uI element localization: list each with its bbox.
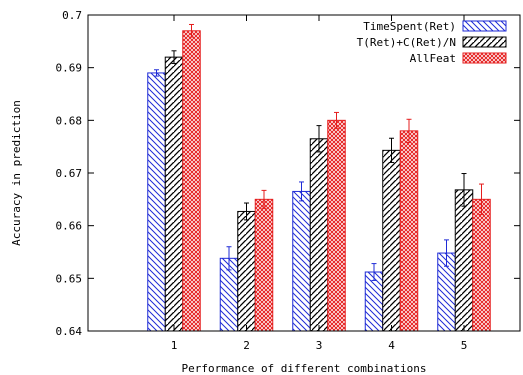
bar-1-1 xyxy=(147,72,166,332)
y-tick-label: 0.65 xyxy=(56,272,83,285)
legend-entry-1: TimeSpent(Ret) xyxy=(363,20,507,33)
bar-3-1 xyxy=(182,30,201,332)
legend-entry-3: AllFeat xyxy=(410,52,507,65)
errorbar-1-3 xyxy=(299,181,304,202)
legend-swatch xyxy=(462,20,507,32)
errorbar-1-2 xyxy=(226,246,232,271)
bar-3-4 xyxy=(399,130,419,332)
y-tick-label: 0.7 xyxy=(62,9,82,22)
errorbars-layer xyxy=(154,23,484,281)
y-tick-label: 0.67 xyxy=(56,167,83,180)
bar-2-2 xyxy=(237,210,256,332)
errorbar-1-5 xyxy=(444,239,449,267)
errorbar-2-5 xyxy=(461,173,467,207)
y-tick-label: 0.66 xyxy=(56,220,83,233)
errorbar-3-1 xyxy=(189,23,194,38)
bar-2-3 xyxy=(309,138,329,332)
errorbar-3-5 xyxy=(479,183,484,216)
errorbar-1-4 xyxy=(371,263,377,281)
errorbar-3-4 xyxy=(406,118,412,143)
errorbar-2-1 xyxy=(171,50,177,64)
bar-2-5 xyxy=(454,189,474,332)
legend-label: T(Ret)+C(Ret)/N xyxy=(357,36,456,49)
bar-3-3 xyxy=(327,119,346,332)
errorbar-1-1 xyxy=(154,69,159,77)
y-tick-label: 0.69 xyxy=(56,62,83,75)
x-tick-label: 3 xyxy=(316,339,323,352)
legend-label: AllFeat xyxy=(410,52,456,65)
bar-1-3 xyxy=(292,190,311,332)
errorbar-3-3 xyxy=(334,111,339,129)
x-tick-label: 2 xyxy=(243,339,250,352)
errorbar-3-2 xyxy=(261,189,267,209)
bar-2-4 xyxy=(382,149,401,332)
y-tick-label: 0.64 xyxy=(56,325,83,338)
legend-entry-2: T(Ret)+C(Ret)/N xyxy=(357,36,507,49)
bars-layer xyxy=(147,30,491,332)
errorbar-2-4 xyxy=(389,137,394,163)
legend: TimeSpent(Ret) T(Ret)+C(Ret)/N AllFeat xyxy=(357,20,507,65)
x-axis: 1 2 3 4 5 xyxy=(171,15,468,352)
bar-3-5 xyxy=(472,198,491,332)
y-axis-label: Accuracy in prediction xyxy=(10,100,23,246)
legend-swatch xyxy=(462,36,507,48)
bar-3-2 xyxy=(254,198,274,332)
errorbar-2-2 xyxy=(244,202,249,221)
legend-swatch xyxy=(462,52,507,64)
y-tick-label: 0.68 xyxy=(56,114,83,127)
x-tick-label: 1 xyxy=(171,339,178,352)
legend-label: TimeSpent(Ret) xyxy=(363,20,456,33)
y-axis: 0.64 0.65 0.66 0.67 0.68 0.69 0.7 xyxy=(56,9,520,338)
bar-2-1 xyxy=(164,56,184,332)
x-axis-label: Performance of different combinations xyxy=(181,362,426,375)
errorbar-2-3 xyxy=(316,125,322,153)
x-tick-label: 4 xyxy=(388,339,395,352)
x-tick-label: 5 xyxy=(461,339,468,352)
